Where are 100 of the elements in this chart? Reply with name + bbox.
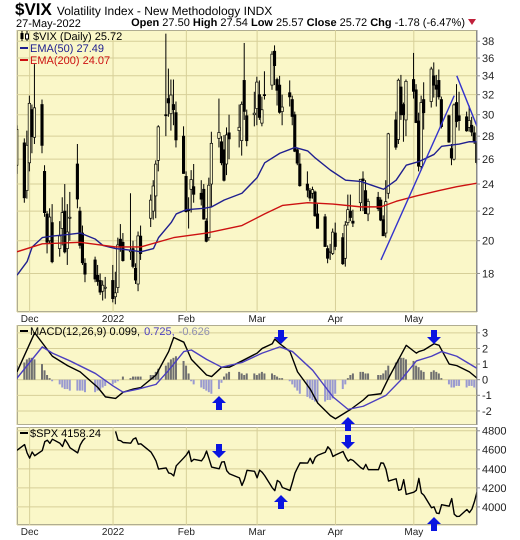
bar [192,380,195,384]
bar [362,372,364,380]
y-tick-label: 4000 [482,502,506,514]
bar [367,373,370,380]
candlestick [111,264,114,303]
bar [377,375,380,380]
bar [260,372,263,380]
bar [258,373,260,380]
series-label: -0.626 [178,326,210,338]
bar [324,380,326,402]
bar [349,375,352,380]
x-tick-label: Feb [178,527,196,538]
bar [41,364,44,380]
bar [420,370,422,380]
x-tick-label: Dec [20,314,39,326]
y-tick-label: 4200 [482,482,506,495]
line-series [17,346,477,410]
bar [122,376,124,380]
x-tick-label: Dec [20,527,39,538]
bar [81,380,84,391]
bar [226,373,228,380]
candlestick [164,33,168,137]
y-tick-label: -1 [482,390,492,402]
bar [112,380,114,384]
bar [238,372,240,380]
bar [458,380,460,386]
y-tick-label: 3 [482,328,488,340]
bar [240,373,243,380]
candlestick [94,256,97,283]
y-tick-label: -2 [482,406,492,418]
x-tick-label: May [404,527,424,538]
bar [64,380,66,390]
candlestick [104,276,107,300]
x-tick-label: 2022 [102,527,125,538]
y-tick-label: 4400 [482,464,506,476]
bar [208,380,210,392]
bar [99,380,102,390]
candlestick [361,170,365,212]
bar [202,380,205,390]
text: Open 27.50 High 27.54 Low 25.57 Close 25.72 Chg -1.78 (-6.47%) [131,17,465,29]
y-tick-label: 28 [482,131,494,144]
bar [298,380,301,394]
y-tick-label: 30 [482,110,494,122]
bar [382,373,384,380]
bar [84,380,86,392]
bar [466,380,468,388]
bar [438,373,440,380]
bar [422,372,425,380]
bar [210,380,212,394]
bar [132,376,134,380]
text: 27-May-2022 [16,18,81,30]
candlestick [334,222,337,251]
y-tick-label: 4800 [482,426,506,438]
bar [243,375,246,380]
y-tick-label: 22 [482,206,494,218]
legend-label: $SPX 4158.24 [29,428,101,440]
bar [316,380,319,402]
bar [432,370,435,380]
bar [294,380,296,388]
y-tick-label: 2 [482,343,488,356]
bar [68,380,71,391]
bar [140,376,142,380]
bar [448,380,450,384]
x-tick-label: May [404,314,424,326]
bar [473,380,476,388]
bar [397,359,400,380]
bar [274,375,276,380]
y-tick-label: 1 [482,358,488,371]
x-tick-label: 2022 [102,314,125,326]
y-tick-label: 26 [482,154,494,166]
y-tick-label: 38 [482,36,494,48]
x-tick-label: Mar [248,527,266,538]
legend-label: EMA(200) 24.07 [29,55,112,67]
bar [263,373,266,380]
candlestick [306,170,309,198]
bar [182,360,185,380]
bar [66,380,68,390]
bar [430,372,432,380]
legend-label: EMA(50) 27.49 [29,43,105,55]
bar [342,380,344,390]
y-tick-label: 24 [482,178,494,191]
bar [256,375,258,380]
y-tick-label: 4600 [482,444,506,457]
bar [291,380,294,384]
chart-title: $VIX [15,0,52,19]
bar [33,359,36,380]
bar [470,380,473,386]
bar [452,380,455,388]
bar [200,380,202,388]
legend-label: $VIX (Daily) 25.72 [32,31,122,43]
bar [456,380,458,386]
x-tick-label: Feb [178,314,196,326]
bar [296,380,298,391]
bar [205,380,208,391]
bar [228,372,230,380]
bar [380,375,382,380]
bar [114,380,116,383]
y-tick-label: 0 [482,374,488,387]
bar [58,380,61,384]
bar [61,380,64,388]
